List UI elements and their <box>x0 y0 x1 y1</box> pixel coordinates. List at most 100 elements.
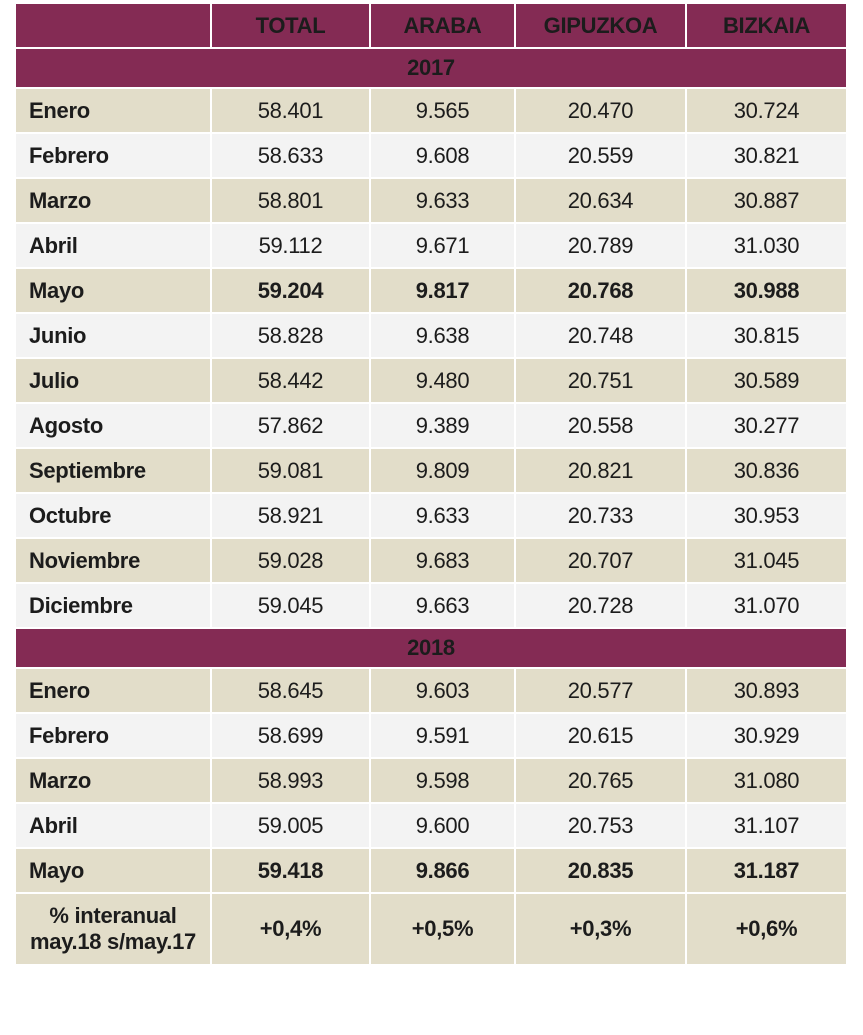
araba-cell: 9.638 <box>369 312 516 359</box>
bizkaia-cell: 30.836 <box>685 447 848 494</box>
araba-cell: 9.663 <box>369 582 516 629</box>
month-cell: Julio <box>14 357 212 404</box>
table-row: Enero 58.401 9.565 20.470 30.724 <box>14 87 848 134</box>
table-row: Mayo 59.204 9.817 20.768 30.988 <box>14 267 848 314</box>
araba-cell: 9.633 <box>369 177 516 224</box>
month-cell: Enero <box>14 87 212 134</box>
bizkaia-cell: 31.080 <box>685 757 848 804</box>
araba-cell: 9.683 <box>369 537 516 584</box>
gipuzkoa-cell: 20.821 <box>514 447 687 494</box>
header-gipuzkoa: GIPUZKOA <box>514 2 687 49</box>
footer-label-line1: % interanual <box>49 903 177 928</box>
araba-cell: 9.633 <box>369 492 516 539</box>
header-row: TOTAL ARABA GIPUZKOA BIZKAIA <box>14 2 848 49</box>
header-total: TOTAL <box>210 2 371 49</box>
araba-cell: 9.608 <box>369 132 516 179</box>
gipuzkoa-cell: 20.765 <box>514 757 687 804</box>
gipuzkoa-cell: 20.728 <box>514 582 687 629</box>
araba-cell: 9.603 <box>369 667 516 714</box>
month-cell: Enero <box>14 667 212 714</box>
month-cell: Marzo <box>14 757 212 804</box>
gipuzkoa-cell: 20.634 <box>514 177 687 224</box>
total-cell: 59.081 <box>210 447 371 494</box>
total-cell: 59.028 <box>210 537 371 584</box>
header-bizkaia: BIZKAIA <box>685 2 848 49</box>
gipuzkoa-cell: 20.789 <box>514 222 687 269</box>
table-row: Marzo 58.801 9.633 20.634 30.887 <box>14 177 848 224</box>
bizkaia-cell: 30.988 <box>685 267 848 314</box>
table-row: Marzo 58.993 9.598 20.765 31.080 <box>14 757 848 804</box>
araba-cell: 9.809 <box>369 447 516 494</box>
footer-araba-change: +0,5% <box>369 892 516 966</box>
table-row: Agosto 57.862 9.389 20.558 30.277 <box>14 402 848 449</box>
gipuzkoa-cell: 20.559 <box>514 132 687 179</box>
bizkaia-cell: 30.929 <box>685 712 848 759</box>
total-cell: 58.699 <box>210 712 371 759</box>
total-cell: 58.921 <box>210 492 371 539</box>
bizkaia-cell: 30.953 <box>685 492 848 539</box>
araba-cell: 9.480 <box>369 357 516 404</box>
data-table: TOTAL ARABA GIPUZKOA BIZKAIA 2017 Enero 58… <box>14 2 848 966</box>
footer-total-change: +0,4% <box>210 892 371 966</box>
gipuzkoa-cell: 20.748 <box>514 312 687 359</box>
bizkaia-cell: 30.815 <box>685 312 848 359</box>
month-cell: Noviembre <box>14 537 212 584</box>
month-cell: Diciembre <box>14 582 212 629</box>
total-cell: 58.828 <box>210 312 371 359</box>
total-cell: 59.112 <box>210 222 371 269</box>
table-body: TOTAL ARABA GIPUZKOA BIZKAIA 2017 Enero 58… <box>14 2 848 966</box>
gipuzkoa-cell: 20.768 <box>514 267 687 314</box>
gipuzkoa-cell: 20.615 <box>514 712 687 759</box>
footer-bizkaia-change: +0,6% <box>685 892 848 966</box>
table-row: Julio 58.442 9.480 20.751 30.589 <box>14 357 848 404</box>
total-cell: 58.401 <box>210 87 371 134</box>
bizkaia-cell: 30.893 <box>685 667 848 714</box>
araba-cell: 9.591 <box>369 712 516 759</box>
bizkaia-cell: 30.724 <box>685 87 848 134</box>
table-row: Noviembre 59.028 9.683 20.707 31.045 <box>14 537 848 584</box>
araba-cell: 9.600 <box>369 802 516 849</box>
bizkaia-cell: 30.277 <box>685 402 848 449</box>
total-cell: 59.204 <box>210 267 371 314</box>
footer-label-line2: may.18 s/may.17 <box>30 929 196 954</box>
year-row: 2018 <box>14 627 848 669</box>
gipuzkoa-cell: 20.753 <box>514 802 687 849</box>
total-cell: 58.801 <box>210 177 371 224</box>
table-row: Diciembre 59.045 9.663 20.728 31.070 <box>14 582 848 629</box>
table-row: Mayo 59.418 9.866 20.835 31.187 <box>14 847 848 894</box>
gipuzkoa-cell: 20.835 <box>514 847 687 894</box>
table-row: Febrero 58.699 9.591 20.615 30.929 <box>14 712 848 759</box>
bizkaia-cell: 31.107 <box>685 802 848 849</box>
month-cell: Agosto <box>14 402 212 449</box>
year-row: 2017 <box>14 47 848 89</box>
gipuzkoa-cell: 20.470 <box>514 87 687 134</box>
gipuzkoa-cell: 20.707 <box>514 537 687 584</box>
bizkaia-cell: 30.821 <box>685 132 848 179</box>
total-cell: 58.645 <box>210 667 371 714</box>
gipuzkoa-cell: 20.733 <box>514 492 687 539</box>
month-cell: Abril <box>14 222 212 269</box>
month-cell: Febrero <box>14 132 212 179</box>
month-cell: Abril <box>14 802 212 849</box>
month-cell: Junio <box>14 312 212 359</box>
table-row: Abril 59.112 9.671 20.789 31.030 <box>14 222 848 269</box>
month-cell: Septiembre <box>14 447 212 494</box>
month-cell: Febrero <box>14 712 212 759</box>
year-label: 2017 <box>14 47 848 89</box>
total-cell: 59.418 <box>210 847 371 894</box>
footer-gipuzkoa-change: +0,3% <box>514 892 687 966</box>
header-blank-cell <box>14 2 212 49</box>
year-label: 2018 <box>14 627 848 669</box>
gipuzkoa-cell: 20.577 <box>514 667 687 714</box>
footer-label: % interanual may.18 s/may.17 <box>14 892 212 966</box>
bizkaia-cell: 31.070 <box>685 582 848 629</box>
month-cell: Octubre <box>14 492 212 539</box>
bizkaia-cell: 31.187 <box>685 847 848 894</box>
month-cell: Marzo <box>14 177 212 224</box>
araba-cell: 9.817 <box>369 267 516 314</box>
month-cell: Mayo <box>14 267 212 314</box>
gipuzkoa-cell: 20.558 <box>514 402 687 449</box>
total-cell: 59.045 <box>210 582 371 629</box>
total-cell: 58.993 <box>210 757 371 804</box>
araba-cell: 9.671 <box>369 222 516 269</box>
